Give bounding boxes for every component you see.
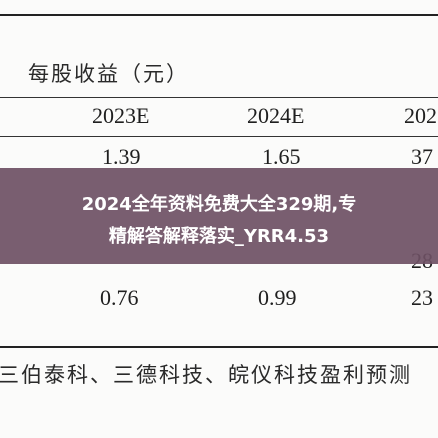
table-cell: 1.39	[102, 144, 141, 169]
bottom-rule	[0, 346, 438, 348]
table-cell: 37	[411, 144, 433, 169]
column-header-rule	[0, 136, 438, 137]
header-label: 每股收益（元）	[28, 62, 189, 86]
top-rule	[0, 14, 438, 16]
column-header-2023: 2023E	[92, 103, 150, 128]
column-header-2024: 2024E	[247, 103, 305, 128]
banner-line-2: 精解答解释落实_YRR4.53	[108, 226, 330, 247]
banner-line-1: 2024全年资料免费大全329期,专	[81, 194, 357, 215]
table-cell: 1.65	[262, 144, 301, 169]
title-banner[interactable]: 2024全年资料免费大全329期,专 精解答解释落实_YRR4.53	[0, 168, 438, 264]
table-cell: 23	[411, 285, 433, 310]
column-header-2025: 202	[404, 103, 437, 128]
header-rule	[0, 97, 438, 98]
footer-note: 三伯泰科、三德科技、皖仪科技盈利预测	[0, 363, 412, 387]
table-cell: 0.99	[258, 285, 297, 310]
table-cell: 0.76	[100, 285, 139, 310]
